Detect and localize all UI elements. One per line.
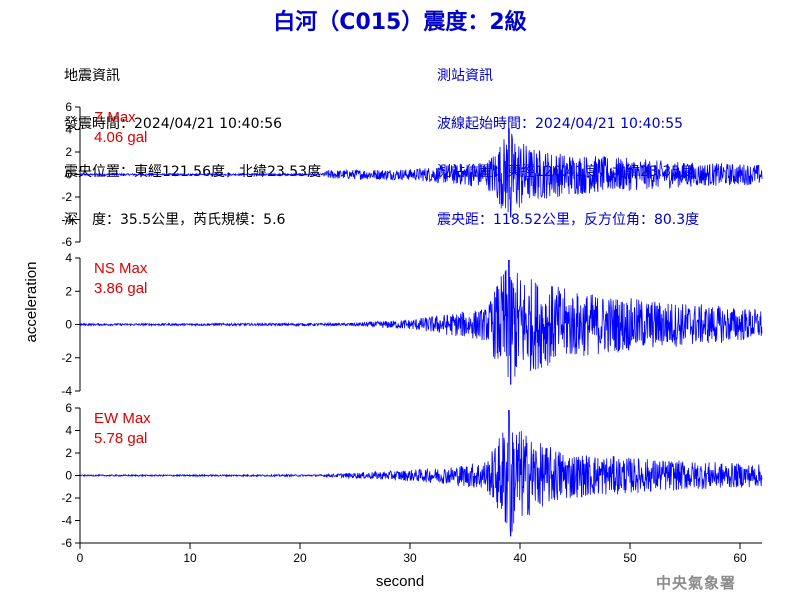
arrival-time: 波線起始時間：2024/04/21 10:40:55	[437, 116, 684, 132]
y-tick-label: -2	[61, 491, 72, 505]
x-axis: 0 10 20 30 40 50 60	[77, 542, 762, 565]
origin-time: 發震時間：2024/04/21 10:40:56	[64, 116, 283, 132]
page-title: 白河（C015）震度：2級	[273, 10, 527, 35]
y-tick-label: -2	[61, 351, 72, 365]
y-tick-label: -6	[61, 235, 72, 249]
x-tick-label: 40	[513, 551, 527, 565]
y-tick-label: 0	[65, 469, 72, 483]
panel-z: 6 4 2 0 -2 -4 -6 Z Max 4.06 gal	[61, 100, 763, 249]
distance-azimuth: 震央距：118.52公里，反方位角：80.3度	[437, 212, 700, 228]
y-tick-label: 4	[65, 123, 72, 137]
panel-max-value: 3.86 gal	[94, 280, 147, 297]
y-tick-label: -4	[61, 514, 72, 528]
y-tick-label: -2	[61, 190, 72, 204]
y-tick-label: 2	[65, 145, 72, 159]
x-tick-label: 60	[733, 551, 747, 565]
panel-max-value: 5.78 gal	[94, 430, 147, 447]
y-tick-label: 2	[65, 446, 72, 460]
x-axis-label: second	[376, 573, 424, 590]
station-info-heading: 測站資訊	[437, 68, 493, 84]
panel-label: EW Max	[94, 410, 151, 427]
y-tick-label: 4	[65, 424, 72, 438]
y-tick-label: 2	[65, 284, 72, 298]
y-tick-label: -4	[61, 384, 72, 398]
x-tick-label: 10	[183, 551, 197, 565]
y-tick-label: -6	[61, 536, 72, 550]
quake-info-heading: 地震資訊	[64, 68, 120, 84]
y-tick-label: -4	[61, 213, 72, 227]
y-tick-label: 6	[65, 401, 72, 415]
y-tick-label: 6	[65, 100, 72, 114]
x-tick-label: 0	[77, 551, 84, 565]
waveform-ns	[79, 259, 763, 385]
y-tick-label: 4	[65, 251, 72, 265]
panel-ew: 6 4 2 0 -2 -4 -6 EW Max 5.78 gal	[61, 401, 763, 550]
panel-label: NS Max	[94, 260, 148, 277]
agency-label: 中央氣象署	[656, 574, 737, 592]
y-tick-label: 0	[65, 168, 72, 182]
y-axis-label: acceleration	[23, 262, 40, 343]
y-tick-label: 0	[65, 318, 72, 332]
waveform-z	[79, 128, 763, 218]
waveform-ew	[80, 410, 763, 537]
quake-info-block: 地震資訊 發震時間：2024/04/21 10:40:56 震央位置：東經121…	[64, 36, 321, 244]
depth-magnitude: 深 度：35.5公里，芮氏規模：5.6	[64, 212, 286, 228]
x-tick-label: 20	[293, 551, 307, 565]
x-tick-label: 50	[623, 551, 637, 565]
panel-label: Z Max	[94, 109, 136, 126]
panel-max-value: 4.06 gal	[94, 129, 147, 146]
panel-ns: 4 2 0 -2 -4 NS Max 3.86 gal	[61, 251, 763, 398]
x-tick-label: 30	[403, 551, 417, 565]
